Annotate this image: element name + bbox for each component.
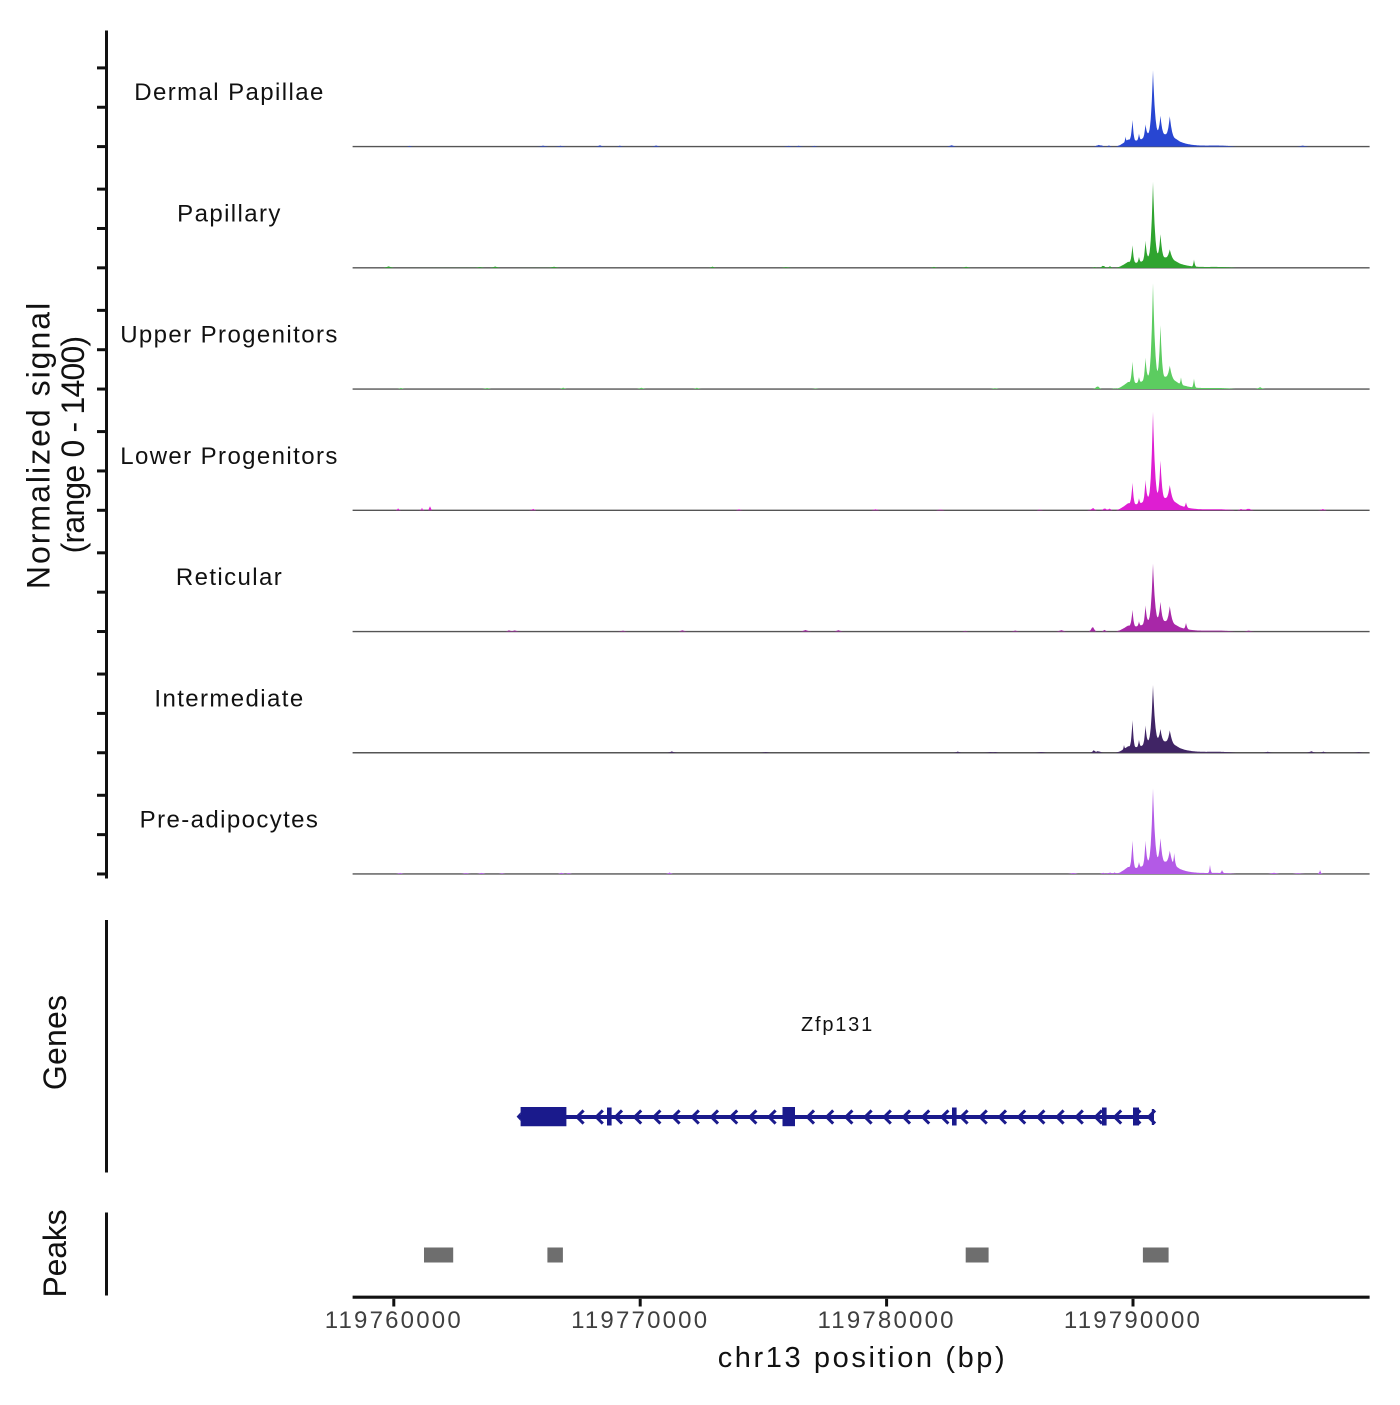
svg-text:119790000: 119790000: [1064, 1307, 1202, 1334]
svg-text:119780000: 119780000: [818, 1307, 956, 1334]
svg-text:Pre-adipocytes: Pre-adipocytes: [140, 807, 320, 834]
svg-text:Zfp131: Zfp131: [801, 1014, 874, 1036]
svg-text:Papillary: Papillary: [177, 200, 282, 227]
svg-text:(range 0 - 1400): (range 0 - 1400): [55, 337, 91, 554]
svg-text:Dermal Papillae: Dermal Papillae: [134, 79, 324, 106]
svg-text:Genes: Genes: [37, 995, 73, 1090]
svg-text:119760000: 119760000: [325, 1307, 463, 1334]
svg-text:Lower Progenitors: Lower Progenitors: [120, 443, 339, 470]
svg-text:Peaks: Peaks: [37, 1210, 73, 1298]
svg-text:Upper Progenitors: Upper Progenitors: [120, 322, 339, 349]
svg-text:Reticular: Reticular: [176, 564, 283, 591]
svg-text:Normalized signal: Normalized signal: [20, 301, 56, 589]
svg-text:chr13 position (bp): chr13 position (bp): [718, 1342, 1008, 1374]
svg-text:119770000: 119770000: [571, 1307, 709, 1334]
svg-text:Intermediate: Intermediate: [154, 685, 304, 712]
